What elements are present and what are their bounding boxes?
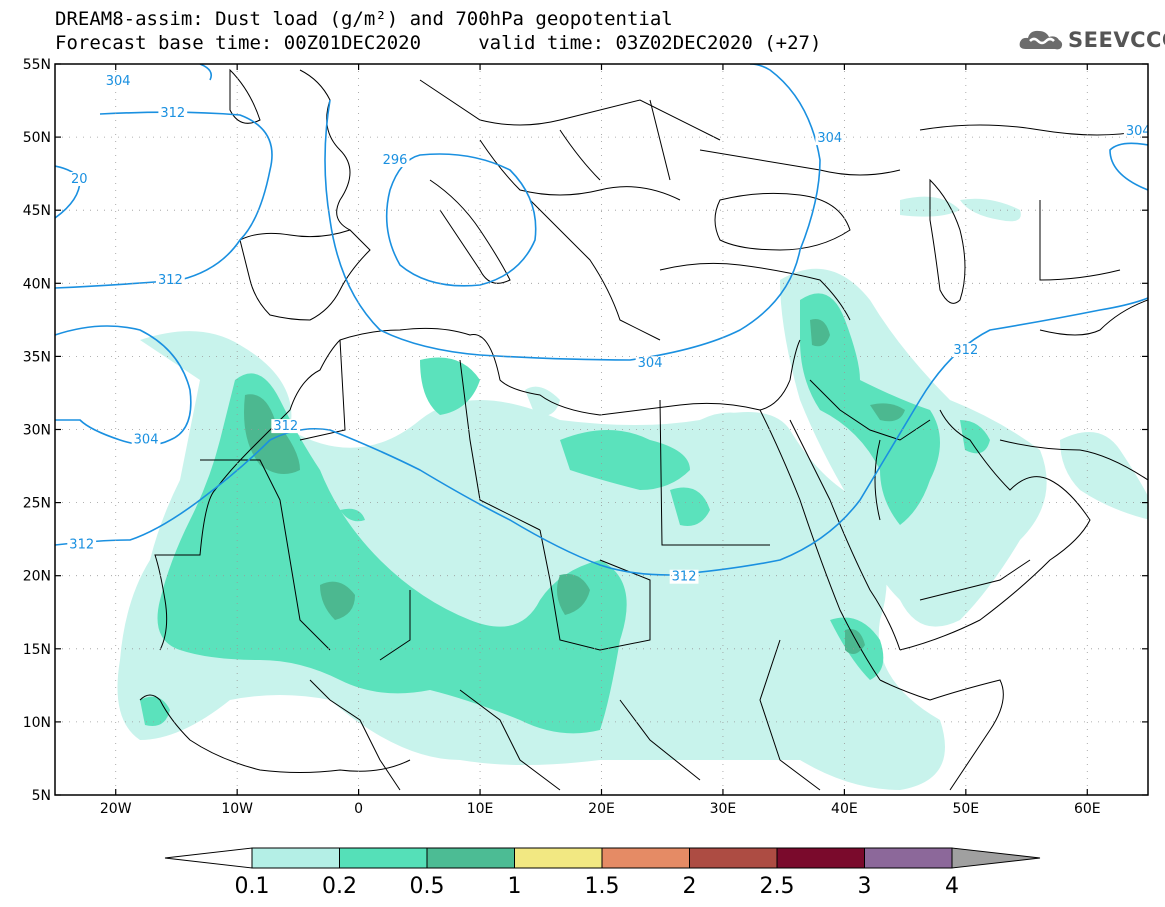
colorbar-label: 4 [945,874,959,899]
lon-tick-label: 60E [1074,801,1101,817]
contour-label-bg [69,172,90,187]
lat-tick-label: 35N [23,349,51,365]
colorbar-label: 2 [683,874,697,899]
colorbar-segment [776,847,865,869]
gridlines [55,64,1148,795]
lat-tick-label: 25N [23,496,51,512]
colorbar: 0.1 0.2 0.5 1 1.5 2 2.5 3 4 [164,847,1041,899]
colorbar-segment [426,847,515,869]
colorbar-segment [601,847,690,869]
lat-tick-label: 40N [23,276,51,292]
lon-tick-label: 10W [221,801,253,817]
contour-label: 312 [160,106,185,121]
contour-label: 312 [158,273,183,288]
seevccc-logo: SEEVCCC [1018,27,1165,53]
colorbar-label: 2.5 [760,874,795,899]
lat-tick-label: 15N [23,642,51,658]
contour-label: 312 [672,570,697,585]
dust-field [117,196,1148,790]
colorbar-segment [864,847,953,869]
contour-label-bg [815,131,845,146]
lon-tick-label: 50E [952,801,979,817]
lat-tick-label: 20N [23,569,51,585]
contour-label-bg [951,343,981,358]
contour-label: 304 [106,74,131,89]
colorbar-segment [689,847,778,869]
logo-text: SEEVCCC [1068,28,1165,52]
colorbar-label: 0.1 [235,874,270,899]
lat-tick-label: 45N [23,203,51,219]
contour-label-bg [131,432,161,447]
colorbar-segment [339,847,428,869]
axis-ticks: 55N 50N 45N 40N 35N 30N 25N 20N 15N 10N 5N 20W 10W 0 1… [23,57,1148,817]
lon-tick-label: 0 [354,801,363,817]
lat-tick-label: 10N [23,715,51,731]
contour-label: 304 [638,356,663,371]
contour-label-bg [271,419,301,434]
lat-tick-label: 50N [23,130,51,146]
contour-label-bg [158,106,188,121]
cloud-icon [1019,30,1063,50]
contour-label-bg [155,272,185,287]
lat-tick-label: 55N [23,57,51,73]
lon-tick-label: 40E [831,801,858,817]
contour-label-bg [103,74,133,89]
colorbar-label: 0.5 [410,874,445,899]
contour-labels: 304 312 20 296 312 304 312 304 312 304 312 312 304 [67,74,1151,585]
map-title: DREAM8-assim: Dust load (g/m²) and 700hP… [55,8,673,30]
contour-label: 312 [69,538,94,553]
coastlines [139,68,1148,791]
lon-tick-label: 10E [467,801,494,817]
contour-label-bg [1123,123,1148,138]
contour-label-bg [67,537,97,552]
lon-tick-label: 20W [100,801,132,817]
contour-label: 20 [71,172,88,187]
contour-label: 312 [953,343,978,358]
colorbar-segment [514,847,603,869]
lat-tick-label: 30N [23,423,51,439]
lon-tick-label: 30E [710,801,737,817]
lon-tick-label: 20E [588,801,615,817]
colorbar-low-triangle [164,847,253,869]
contour-label-bg [669,569,699,584]
contour-label: 304 [134,432,159,447]
lat-tick-label: 5N [32,788,51,804]
contour-label: 304 [817,131,842,146]
colorbar-label: 0.2 [322,874,357,899]
colorbar-label: 1.5 [585,874,620,899]
contour-label-bg [380,153,410,168]
contour-label: 312 [273,419,298,434]
colorbar-segment [251,847,340,869]
forecast-times: Forecast base time: 00Z01DEC2020 valid t… [55,32,822,54]
colorbar-high-triangle [951,847,1041,869]
colorbar-label: 3 [858,874,872,899]
contour-label-bg [635,356,665,371]
contour-label: 296 [383,153,408,168]
colorbar-label: 1 [508,874,522,899]
contour-label: 304 [1126,124,1151,139]
